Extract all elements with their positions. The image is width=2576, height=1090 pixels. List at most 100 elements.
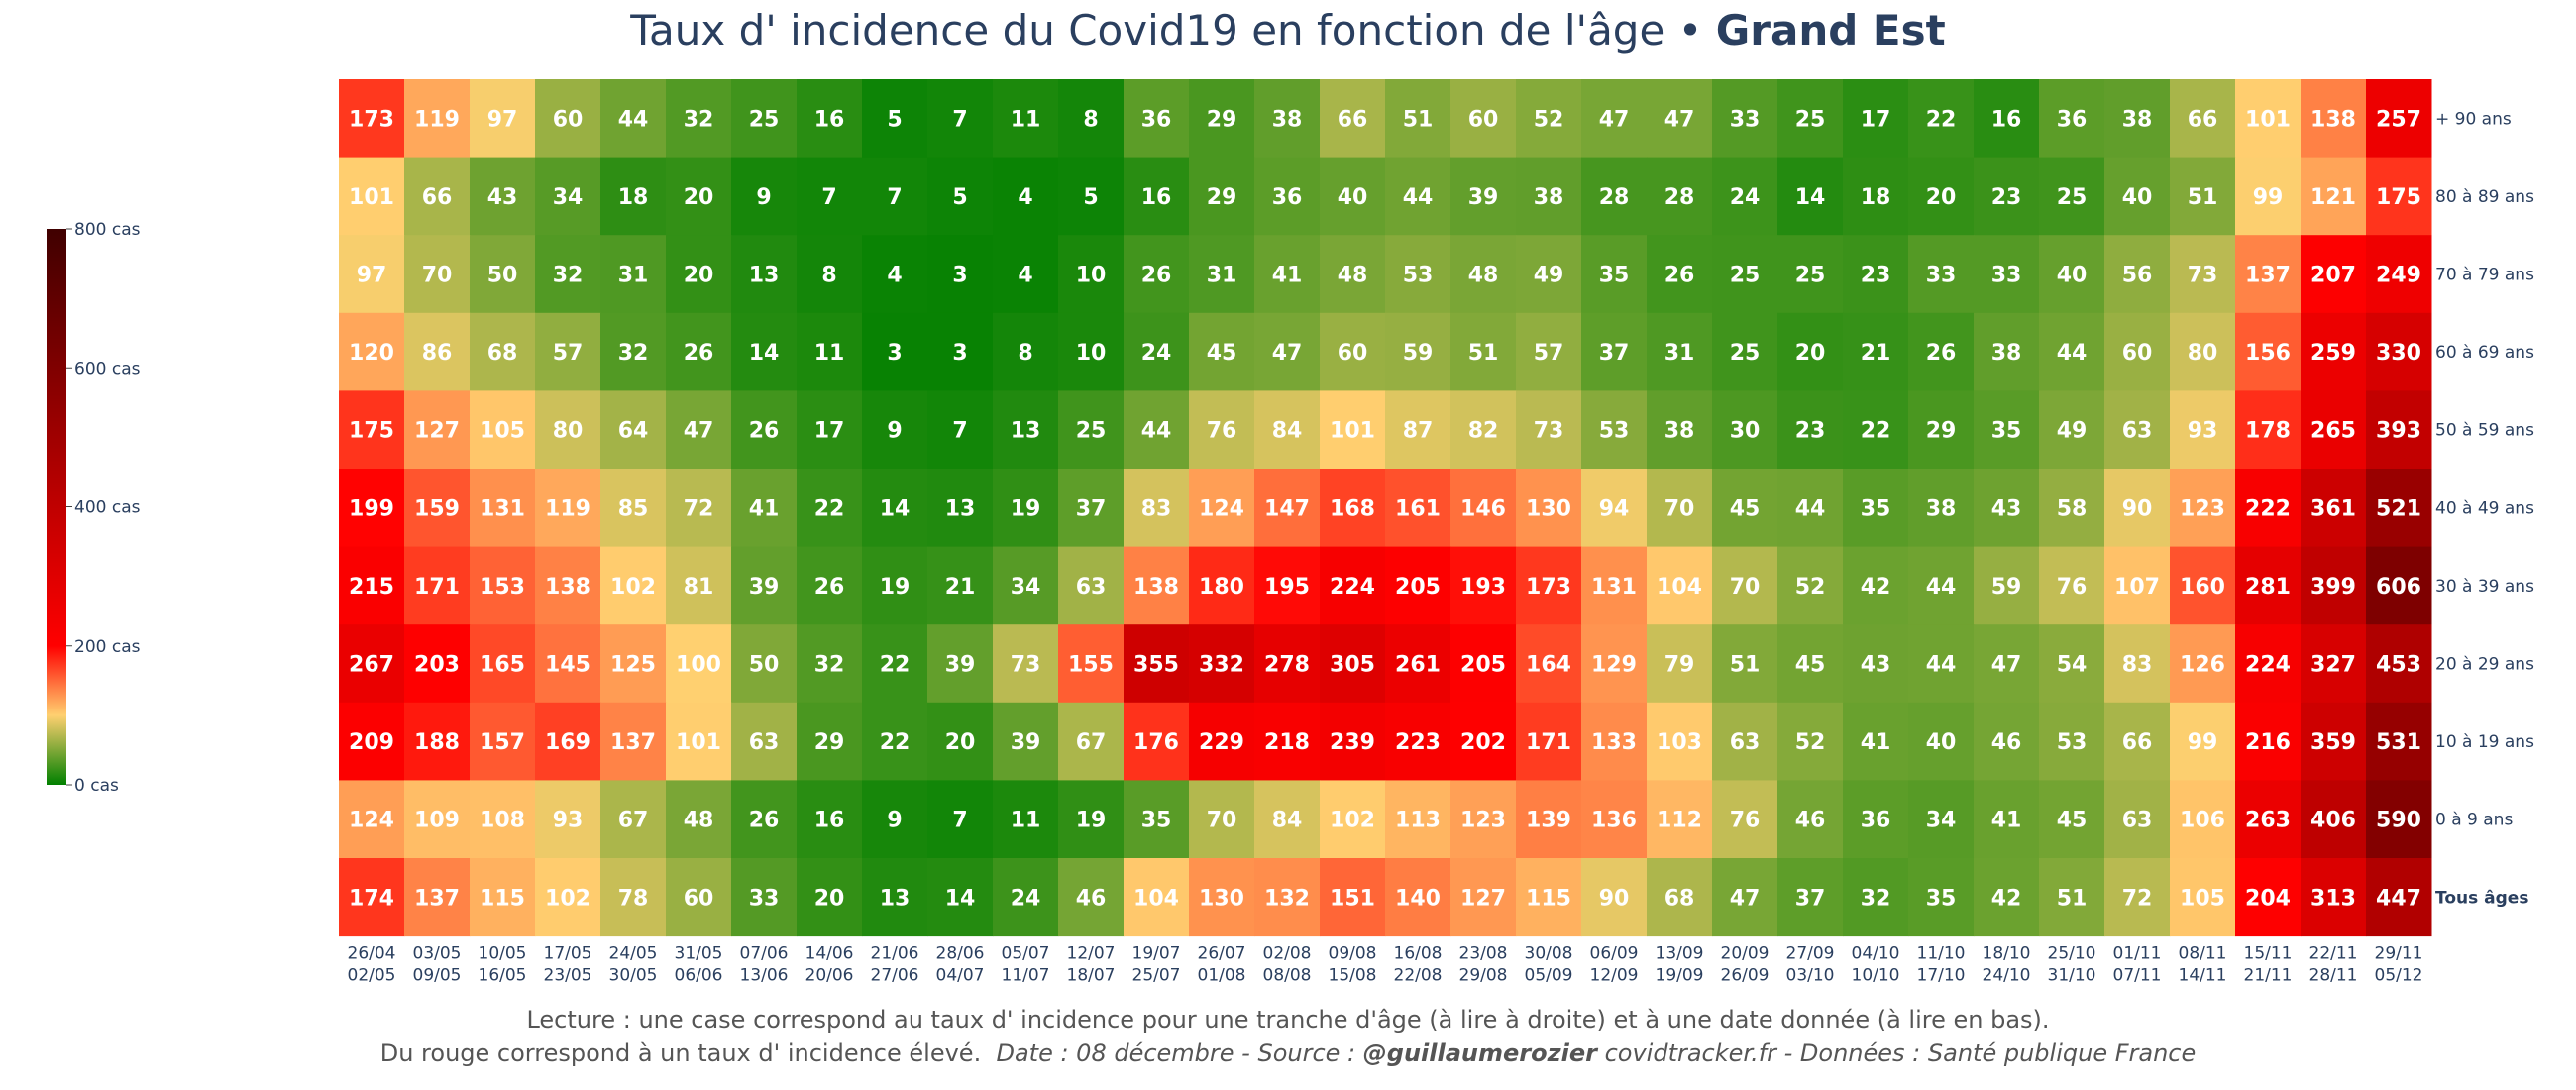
heatmap-cell [1254, 624, 1321, 704]
cell-value-label: 229 [1199, 730, 1244, 755]
cell-value-label: 39 [749, 575, 780, 600]
cell-value-label: 41 [1991, 809, 2022, 833]
heatmap-cell [600, 624, 667, 704]
heatmap-cell [731, 702, 798, 781]
heatmap-cell [993, 79, 1059, 159]
heatmap-cell [1843, 702, 1909, 781]
cell-value-label: 257 [2376, 107, 2421, 132]
heatmap-cell [1189, 546, 1255, 625]
x-tick-label-start: 30/08 [1525, 944, 1573, 964]
cell-value-label: 66 [2188, 107, 2218, 132]
cell-value-label: 25 [1076, 419, 1107, 444]
heatmap-cell [1647, 469, 1713, 548]
cell-value-label: 76 [2057, 575, 2088, 600]
cell-value-label: 43 [1991, 496, 2022, 521]
heatmap-cell [1450, 546, 1517, 625]
heatmap-cell [535, 79, 601, 159]
heatmap-cell [1124, 390, 1190, 470]
cell-value-label: 87 [1403, 419, 1434, 444]
heatmap-cell [797, 702, 863, 781]
heatmap-cell [1974, 469, 2040, 548]
heatmap-cell [2104, 780, 2171, 859]
heatmap-cell [339, 235, 405, 314]
cell-value-label: 175 [2376, 185, 2421, 210]
cell-value-label: 60 [1468, 107, 1499, 132]
x-tick-label-end: 18/07 [1067, 966, 1116, 986]
heatmap-cell [535, 858, 601, 937]
cell-value-label: 25 [1795, 107, 1826, 132]
cell-value-label: 50 [749, 653, 780, 678]
heatmap-cell [2366, 312, 2432, 391]
heatmap-cell [666, 390, 732, 470]
cell-value-label: 159 [414, 496, 460, 521]
heatmap-cell [862, 79, 928, 159]
heatmap-cell [2170, 390, 2236, 470]
heatmap-cell [470, 858, 536, 937]
heatmap-cell [1777, 546, 1844, 625]
y-row-label: 50 à 59 ans [2435, 421, 2534, 441]
heatmap-cell [1124, 312, 1190, 391]
heatmap-cell [1647, 780, 1713, 859]
cell-value-label: 332 [1199, 653, 1244, 678]
heatmap-cell [797, 469, 863, 548]
cell-value-label: 73 [2188, 264, 2218, 288]
heatmap-cell [2235, 390, 2302, 470]
heatmap-cell [535, 780, 601, 859]
cell-value-label: 137 [414, 886, 460, 911]
cell-value-label: 41 [1861, 730, 1891, 755]
cell-value-label: 161 [1395, 496, 1441, 521]
x-tick-label-end: 05/12 [2375, 966, 2423, 986]
cell-value-label: 129 [1591, 653, 1637, 678]
heatmap-cell [2104, 390, 2171, 470]
colorbar-tick-label: 800 cas [74, 220, 141, 240]
cell-value-label: 70 [1730, 575, 1761, 600]
cell-value-label: 20 [684, 185, 714, 210]
cell-value-label: 36 [2057, 107, 2088, 132]
heatmap-cell [731, 157, 798, 236]
cell-value-label: 35 [1861, 496, 1891, 521]
cell-value-label: 97 [487, 107, 518, 132]
cell-value-label: 5 [952, 185, 967, 210]
cell-value-label: 19 [880, 575, 911, 600]
heatmap-cell [1385, 157, 1451, 236]
heatmap-cell [1581, 469, 1648, 548]
cell-value-label: 94 [1599, 496, 1630, 521]
cell-value-label: 263 [2245, 809, 2291, 833]
heatmap-cell [1908, 702, 1975, 781]
heatmap-cell [1320, 546, 1386, 625]
heatmap-cell [1254, 702, 1321, 781]
heatmap-cell [1385, 624, 1451, 704]
heatmap-cell [2170, 469, 2236, 548]
cell-value-label: 259 [2310, 341, 2356, 366]
cell-value-label: 63 [2122, 809, 2153, 833]
x-tick-label-end: 14/11 [2179, 966, 2227, 986]
heatmap-cell [797, 235, 863, 314]
heatmap-cell [1320, 312, 1386, 391]
cell-value-label: 72 [2122, 886, 2153, 911]
cell-value-label: 24 [1011, 886, 1041, 911]
heatmap-cell [470, 157, 536, 236]
cell-value-label: 202 [1460, 730, 1506, 755]
cell-value-label: 90 [1599, 886, 1630, 911]
cell-value-label: 126 [2180, 653, 2225, 678]
heatmap-cell [993, 235, 1059, 314]
x-tick-label-start: 29/11 [2375, 944, 2423, 964]
cell-value-label: 4 [1018, 185, 1032, 210]
heatmap-cell [666, 702, 732, 781]
x-tick-label-start: 26/04 [348, 944, 396, 964]
heatmap-cell [339, 390, 405, 470]
x-tick-label-start: 07/06 [740, 944, 789, 964]
cell-value-label: 26 [749, 419, 780, 444]
x-tick-label-start: 22/11 [2309, 944, 2358, 964]
cell-value-label: 29 [1207, 107, 1237, 132]
cell-value-label: 86 [422, 341, 453, 366]
x-tick-label-end: 25/07 [1132, 966, 1181, 986]
cell-value-label: 136 [1591, 809, 1637, 833]
heatmap-cell [862, 624, 928, 704]
heatmap-cell [797, 312, 863, 391]
heatmap-cell [1124, 546, 1190, 625]
cell-value-label: 93 [553, 809, 584, 833]
x-tick-label-end: 04/07 [936, 966, 985, 986]
heatmap-cell [1843, 858, 1909, 937]
heatmap-cell [1777, 157, 1844, 236]
